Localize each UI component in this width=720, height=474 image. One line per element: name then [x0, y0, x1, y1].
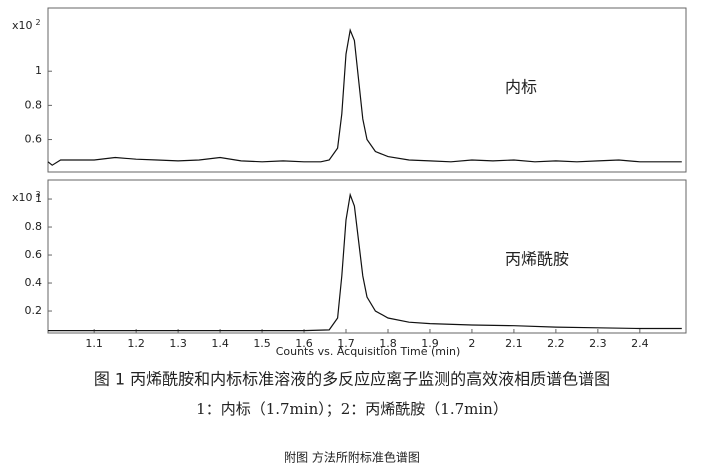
footer: 附图 方法所附标准色谱图 [284, 450, 420, 465]
subcaption: 1：内标（1.7min）；2：丙烯酰胺（1.7min） [196, 400, 508, 418]
y-tick-label: 1 [35, 192, 42, 205]
trace-line [47, 28, 682, 166]
x-tick-label: 2.4 [631, 337, 649, 350]
axis-multiplier: x10 3 [12, 190, 41, 205]
multiplier-base: x10 [12, 19, 33, 32]
x-tick-label: 1.4 [211, 337, 229, 350]
x-tick-label: 2 [468, 337, 475, 350]
y-tick-label: 0.4 [25, 276, 43, 289]
x-tick-label: 2.3 [589, 337, 607, 350]
y-tick-label: 1 [35, 64, 42, 77]
x-tick-label: 1.9 [421, 337, 439, 350]
annotation: 内标 [505, 78, 537, 97]
x-tick-label: 1.6 [295, 337, 313, 350]
plot-frame [47, 179, 687, 334]
axis-multiplier: x10 2 [12, 18, 41, 33]
multiplier-base: x10 [12, 191, 33, 204]
x-tick-label: 2.1 [505, 337, 523, 350]
caption: 图 1 丙烯酰胺和内标标准溶液的多反应应离子监测的高效液相质谱色谱图 [94, 370, 610, 389]
y-tick-label: 0.8 [25, 98, 43, 111]
plot-frame [47, 7, 687, 173]
x-axis-title: Counts vs. Acquisition Time (min) [276, 345, 461, 358]
trace-line [48, 192, 682, 332]
annotation: 丙烯酰胺 [505, 250, 569, 269]
y-tick-label: 0.6 [25, 248, 43, 261]
x-tick-label: 1.1 [85, 337, 103, 350]
x-tick-label: 1.8 [379, 337, 397, 350]
x-tick-label: 1.2 [127, 337, 145, 350]
multiplier-exponent: 2 [36, 18, 41, 27]
x-tick-label: 1.3 [169, 337, 187, 350]
multiplier-exponent: 3 [36, 190, 41, 199]
x-tick-label: 2.2 [547, 337, 565, 350]
y-tick-label: 0.6 [25, 133, 43, 146]
y-tick-label: 0.8 [25, 220, 43, 233]
x-tick-label: 1.7 [337, 337, 355, 350]
x-tick-label: 1.5 [253, 337, 271, 350]
y-tick-label: 0.2 [25, 304, 43, 317]
